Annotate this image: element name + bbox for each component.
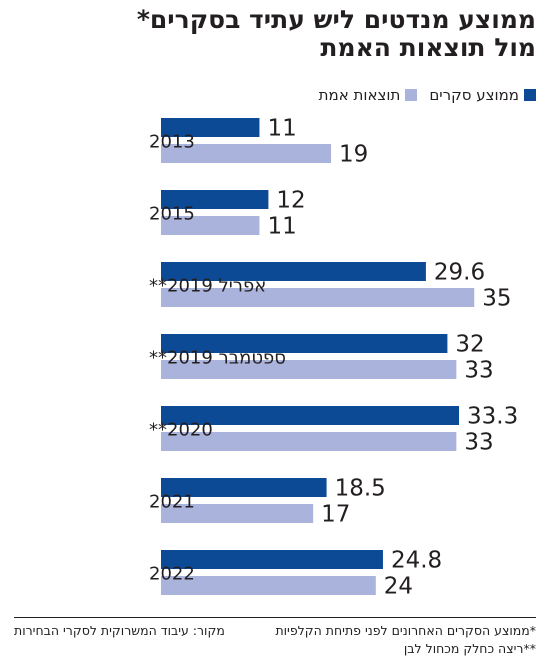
bar-results-4 xyxy=(161,432,457,451)
data-label-polls-3: 32 xyxy=(455,332,484,358)
chart-title-line-1: ממוצע מנדטים ליש עתיד בסקרים* xyxy=(136,5,536,34)
data-label-polls-1: 12 xyxy=(276,188,305,214)
data-label-polls-6: 24.8 xyxy=(391,548,442,574)
bar-polls-2 xyxy=(161,262,426,281)
legend-item-results: תוצאות אמת xyxy=(319,86,418,104)
category-label-5: 2021 xyxy=(149,492,195,513)
category-label-0: 2013 xyxy=(149,132,195,153)
bar-polls-0 xyxy=(161,118,260,137)
footnote-row-1: *ממוצע הסקרים האחרונים לפני פתיחת הקלפיו… xyxy=(14,622,536,640)
bar-results-3 xyxy=(161,360,457,379)
bar-results-0 xyxy=(161,144,332,163)
bar-polls-5 xyxy=(161,478,327,497)
data-label-polls-5: 18.5 xyxy=(335,476,386,502)
footnote-source: מקור: עיבוד המשרוקית לסקרי הבחירות xyxy=(14,623,225,638)
bar-polls-6 xyxy=(161,550,383,569)
legend-item-polls: ממוצע סקרים xyxy=(429,86,536,104)
data-label-results-5: 17 xyxy=(321,502,350,528)
legend-label-results: תוצאות אמת xyxy=(318,86,401,104)
bar-results-6 xyxy=(161,576,376,595)
data-label-polls-2: 29.6 xyxy=(434,260,485,286)
category-label-2: אפריל 2019** xyxy=(149,276,266,297)
bar-results-2 xyxy=(161,288,475,307)
data-label-polls-0: 11 xyxy=(267,116,296,142)
bar-polls-1 xyxy=(161,190,269,209)
legend: ממוצע סקרים תוצאות אמת xyxy=(307,86,536,104)
legend-label-polls: ממוצע סקרים xyxy=(429,86,519,104)
footnote-blue-white: **ריצה כחלק מכחול לבן xyxy=(403,641,536,656)
data-label-results-2: 35 xyxy=(482,286,511,312)
chart-title: ממוצע מנדטים ליש עתיד בסקרים* מול תוצאות… xyxy=(14,6,536,62)
data-label-results-1: 11 xyxy=(267,214,296,240)
data-label-results-4: 33 xyxy=(464,430,493,456)
legend-swatch-results xyxy=(405,89,418,101)
footnote-divider xyxy=(14,617,536,618)
category-label-3: ספטמבר 2019** xyxy=(149,348,286,369)
footnotes: *ממוצע הסקרים האחרונים לפני פתיחת הקלפיו… xyxy=(14,622,536,658)
footnote-polls-average: *ממוצע הסקרים האחרונים לפני פתיחת הקלפיו… xyxy=(275,623,536,638)
data-label-polls-4: 33.3 xyxy=(467,404,518,430)
data-label-results-3: 33 xyxy=(464,358,493,384)
footnote-row-2: **ריצה כחלק מכחול לבן xyxy=(14,640,536,658)
category-label-4: 2020** xyxy=(149,420,213,441)
bar-polls-4 xyxy=(161,406,460,425)
bar-results-1 xyxy=(161,216,260,235)
category-label-1: 2015 xyxy=(149,204,195,225)
data-label-results-6: 24 xyxy=(384,574,413,600)
data-label-results-0: 19 xyxy=(339,142,368,168)
bar-polls-3 xyxy=(161,334,448,353)
bar-results-5 xyxy=(161,504,314,523)
category-label-6: 2022 xyxy=(149,564,195,585)
legend-swatch-polls xyxy=(524,89,536,101)
chart-title-line-2: מול תוצאות האמת xyxy=(320,33,536,62)
